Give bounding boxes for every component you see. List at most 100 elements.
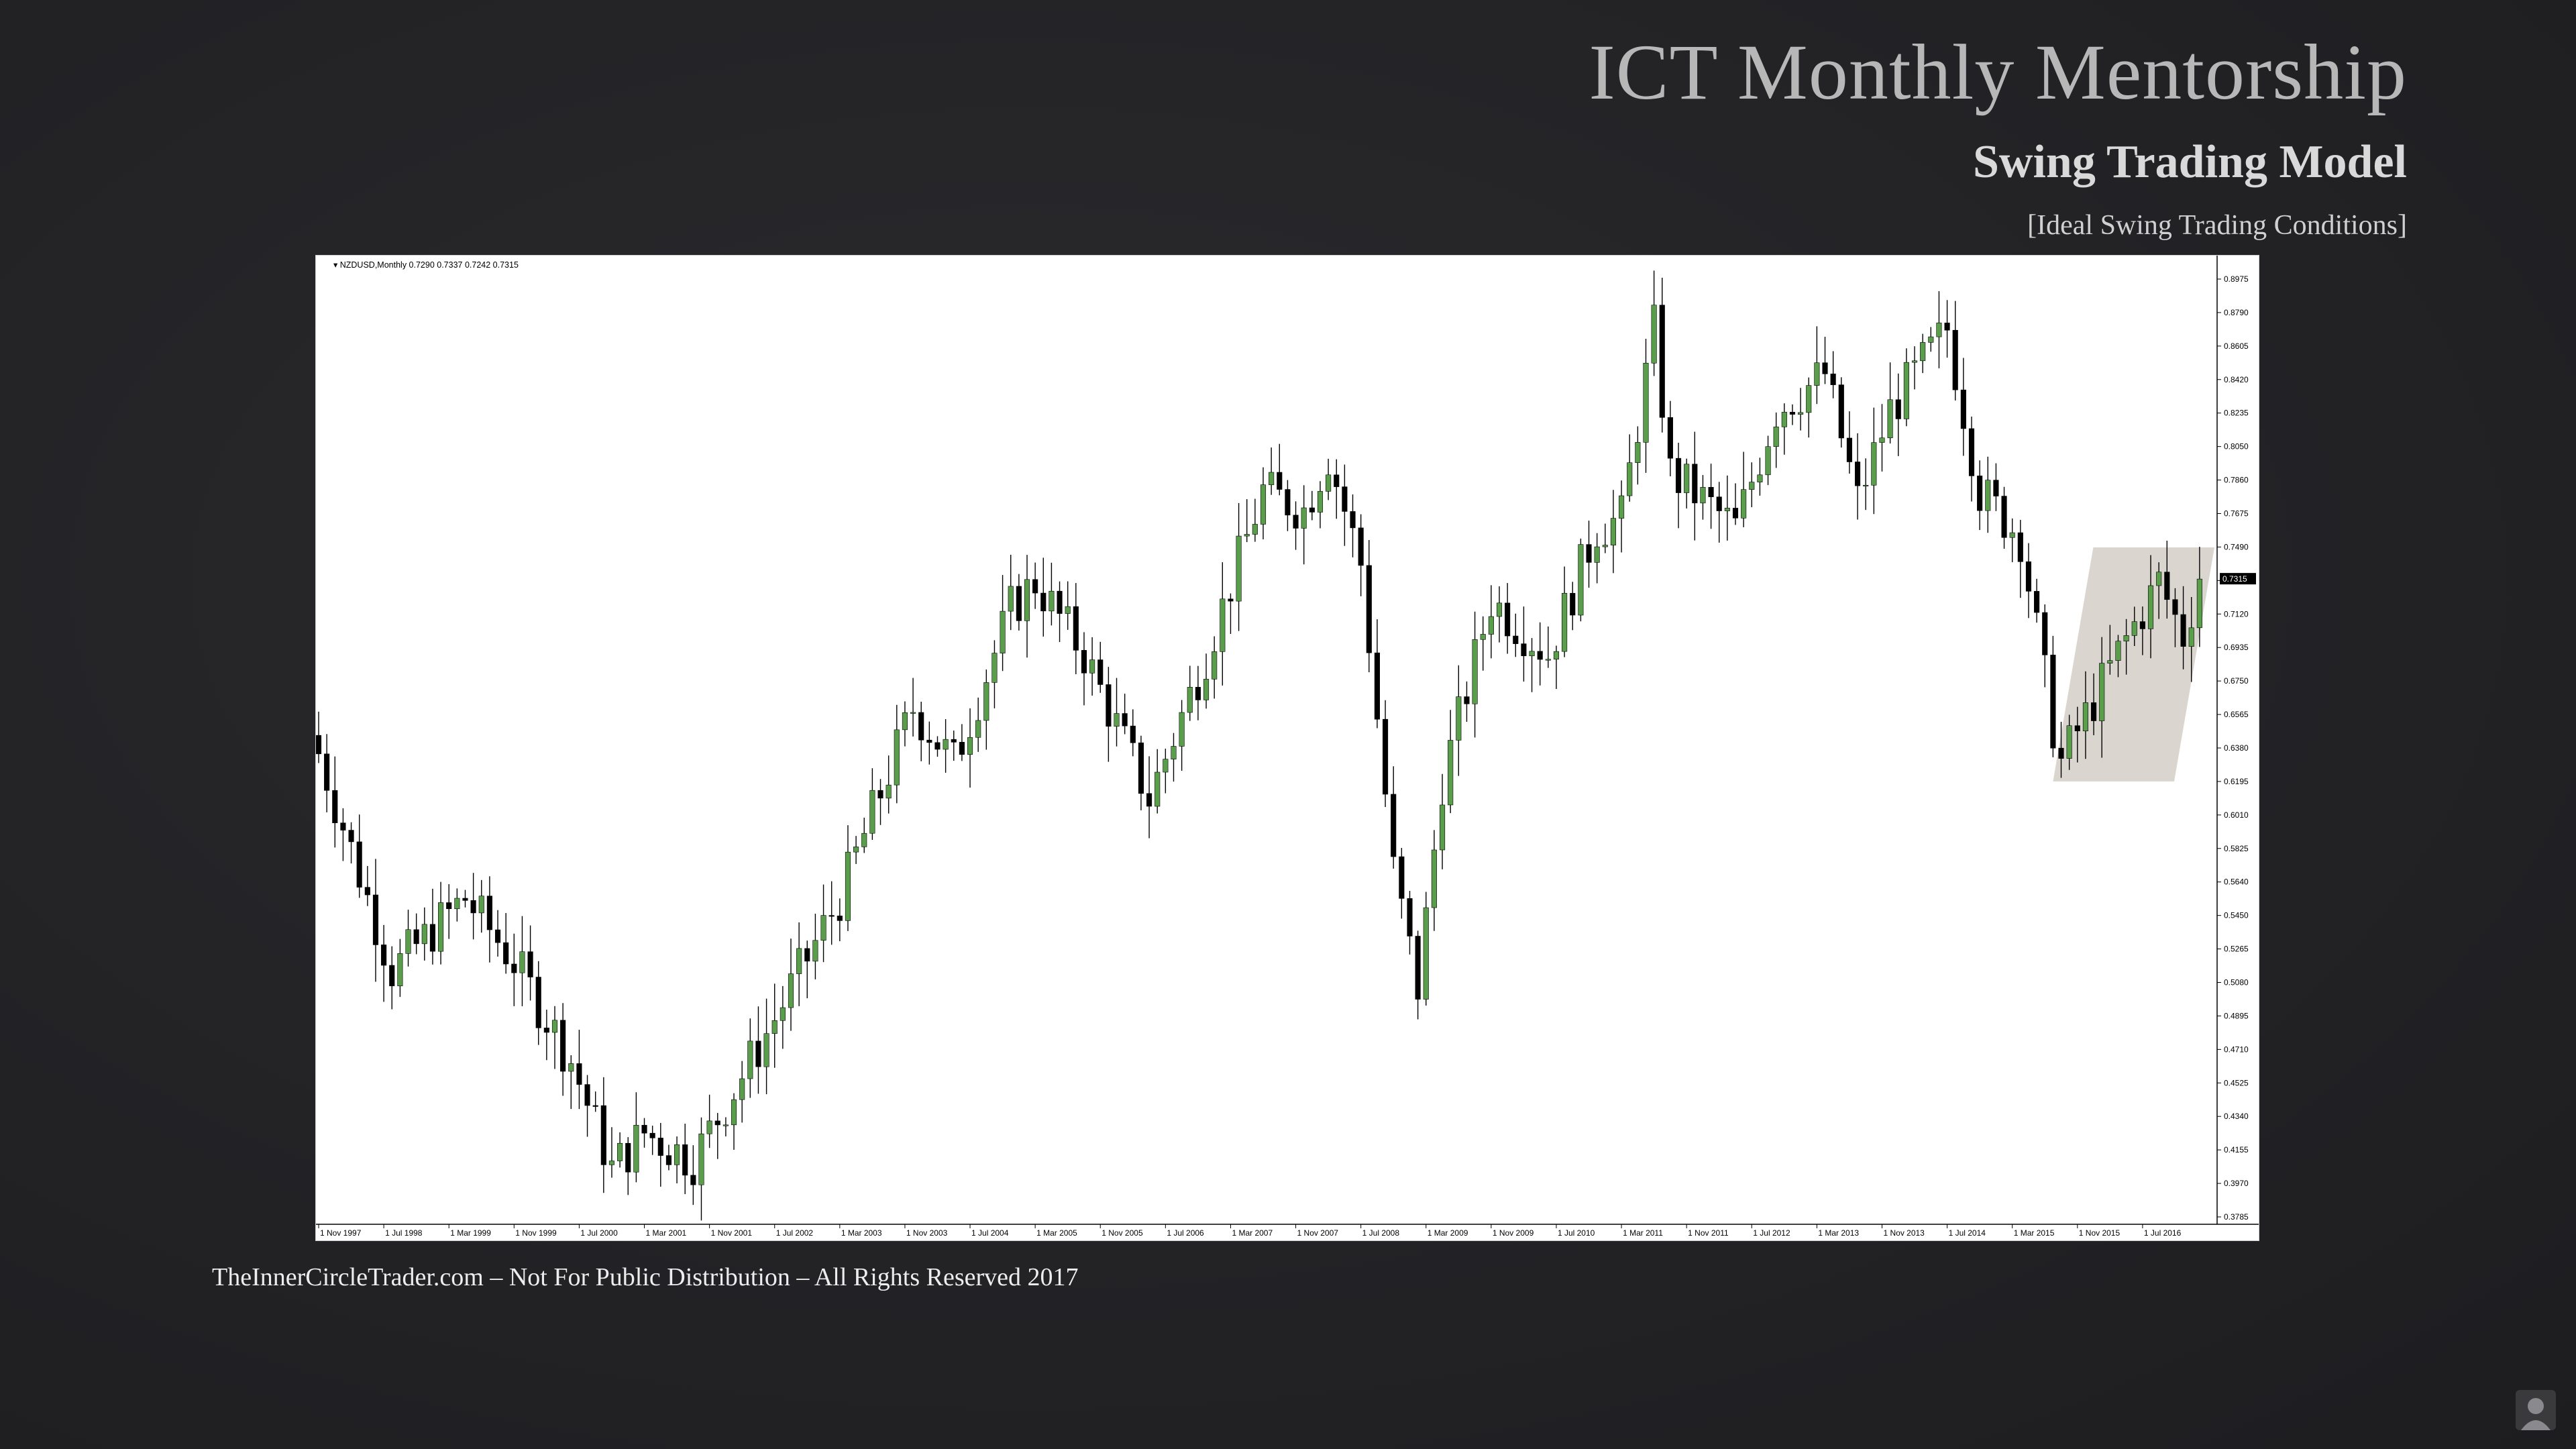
- candle-body: [535, 977, 541, 1028]
- candle-body: [1220, 598, 1226, 652]
- candle-body: [584, 1084, 590, 1106]
- candle-body: [1806, 385, 1812, 413]
- candle-body: [1106, 684, 1112, 727]
- x-tick-label: 1 Nov 2009: [1493, 1228, 1534, 1238]
- candle-body: [2034, 591, 2040, 613]
- candle-body: [918, 712, 924, 741]
- candle-body: [1163, 759, 1169, 773]
- candle-body: [2025, 561, 2032, 592]
- candle-body: [1342, 486, 1348, 512]
- candle-body: [1317, 491, 1324, 513]
- candle-body: [1944, 323, 1950, 331]
- candle-body: [1570, 592, 1576, 616]
- candle-body: [1383, 718, 1389, 795]
- candle-body: [2009, 532, 2015, 538]
- candle-body: [2082, 702, 2088, 731]
- x-tick-label: 1 Mar 2007: [1232, 1228, 1273, 1238]
- candle-body: [2042, 612, 2048, 655]
- candle-body: [812, 940, 818, 962]
- x-tick-label: 1 Nov 2001: [711, 1228, 753, 1238]
- y-tick-label: 0.4710: [2224, 1044, 2249, 1054]
- candle-body: [1260, 484, 1267, 525]
- candle-body: [1472, 639, 1478, 704]
- candle-body: [1684, 464, 1690, 493]
- candle-body: [649, 1132, 655, 1138]
- y-tick-label: 0.8420: [2224, 375, 2249, 384]
- candle-body: [641, 1124, 647, 1134]
- candle-body: [356, 841, 362, 888]
- y-tick-label: 0.7860: [2224, 476, 2249, 485]
- candle-body: [1505, 602, 1511, 637]
- candle-body: [1708, 487, 1714, 498]
- candle-body: [1830, 374, 1836, 385]
- candle-body: [722, 1124, 729, 1126]
- candle-body: [1822, 362, 1828, 374]
- candle-body: [2147, 585, 2154, 629]
- candle-body: [1138, 742, 1144, 794]
- x-tick-label: 1 Nov 2003: [906, 1228, 948, 1238]
- candle-body: [1374, 652, 1380, 720]
- candle-body: [771, 1020, 777, 1034]
- x-tick-label: 1 Jul 2016: [2144, 1228, 2182, 1238]
- candle-body: [1244, 534, 1250, 537]
- candle-body: [1537, 651, 1543, 660]
- candle-body: [1195, 687, 1201, 700]
- candle-body: [1619, 495, 1625, 519]
- x-tick-label: 1 Jul 2010: [1558, 1228, 1595, 1238]
- candle-body: [1928, 336, 1934, 343]
- candle-body: [1521, 643, 1527, 657]
- candle-body: [1187, 687, 1193, 713]
- candle-body: [1065, 606, 1071, 614]
- candle-body: [1464, 696, 1470, 704]
- candle-body: [1814, 362, 1820, 386]
- candle-body: [1765, 446, 1771, 476]
- candle-body: [1285, 489, 1291, 516]
- candle-body: [690, 1175, 696, 1185]
- candle-body: [2107, 660, 2113, 663]
- candle-body: [608, 1161, 615, 1165]
- candle-body: [454, 898, 460, 910]
- candle-body: [1757, 474, 1763, 482]
- candle-body: [1008, 586, 1014, 612]
- candle-body: [2188, 627, 2194, 647]
- candle-body: [1936, 323, 1942, 337]
- candlestick-chart-svg: ▾ NZDUSD,Monthly 0.7290 0.7337 0.7242 0.…: [316, 256, 2259, 1238]
- candle-body: [1635, 442, 1641, 463]
- candle-body: [2001, 496, 2007, 538]
- candle-body: [1334, 474, 1340, 487]
- candle-body: [470, 900, 476, 914]
- candle-body: [1920, 342, 1926, 362]
- candle-body: [2196, 578, 2202, 629]
- price-chart[interactable]: ▾ NZDUSD,Monthly 0.7290 0.7337 0.7242 0.…: [315, 255, 2259, 1241]
- x-tick-label: 1 Nov 1999: [515, 1228, 557, 1238]
- candle-body: [780, 1007, 786, 1021]
- candle-body: [1228, 598, 1234, 602]
- candle-body: [1114, 713, 1120, 727]
- candle-body: [1277, 472, 1283, 490]
- candle-body: [568, 1063, 574, 1072]
- candle-body: [747, 1040, 753, 1079]
- candle-body: [421, 924, 427, 945]
- current-price-label: 0.7315: [2222, 574, 2247, 584]
- candle-body: [869, 790, 875, 834]
- y-tick-label: 0.8975: [2224, 274, 2249, 284]
- y-tick-label: 0.6750: [2224, 676, 2249, 686]
- x-tick-label: 1 Jul 2006: [1167, 1228, 1204, 1238]
- candles-layer: [316, 270, 2202, 1221]
- x-tick-label: 1 Nov 2011: [1688, 1228, 1729, 1238]
- candle-body: [1627, 462, 1633, 496]
- candle-body: [1602, 545, 1608, 547]
- y-tick-label: 0.7675: [2224, 509, 2249, 519]
- candle-body: [1903, 362, 1909, 419]
- candle-body: [1252, 524, 1258, 535]
- candle-body: [1887, 399, 1893, 439]
- candle-body: [1545, 659, 1551, 661]
- candle-body: [503, 942, 509, 965]
- x-tick-label: 1 Mar 1999: [450, 1228, 491, 1238]
- candle-body: [1097, 659, 1104, 685]
- candle-body: [543, 1027, 549, 1033]
- x-tick-label: 1 Jul 2014: [1949, 1228, 1986, 1238]
- candle-body: [1024, 579, 1030, 621]
- candle-body: [1456, 696, 1462, 741]
- candle-body: [600, 1105, 606, 1165]
